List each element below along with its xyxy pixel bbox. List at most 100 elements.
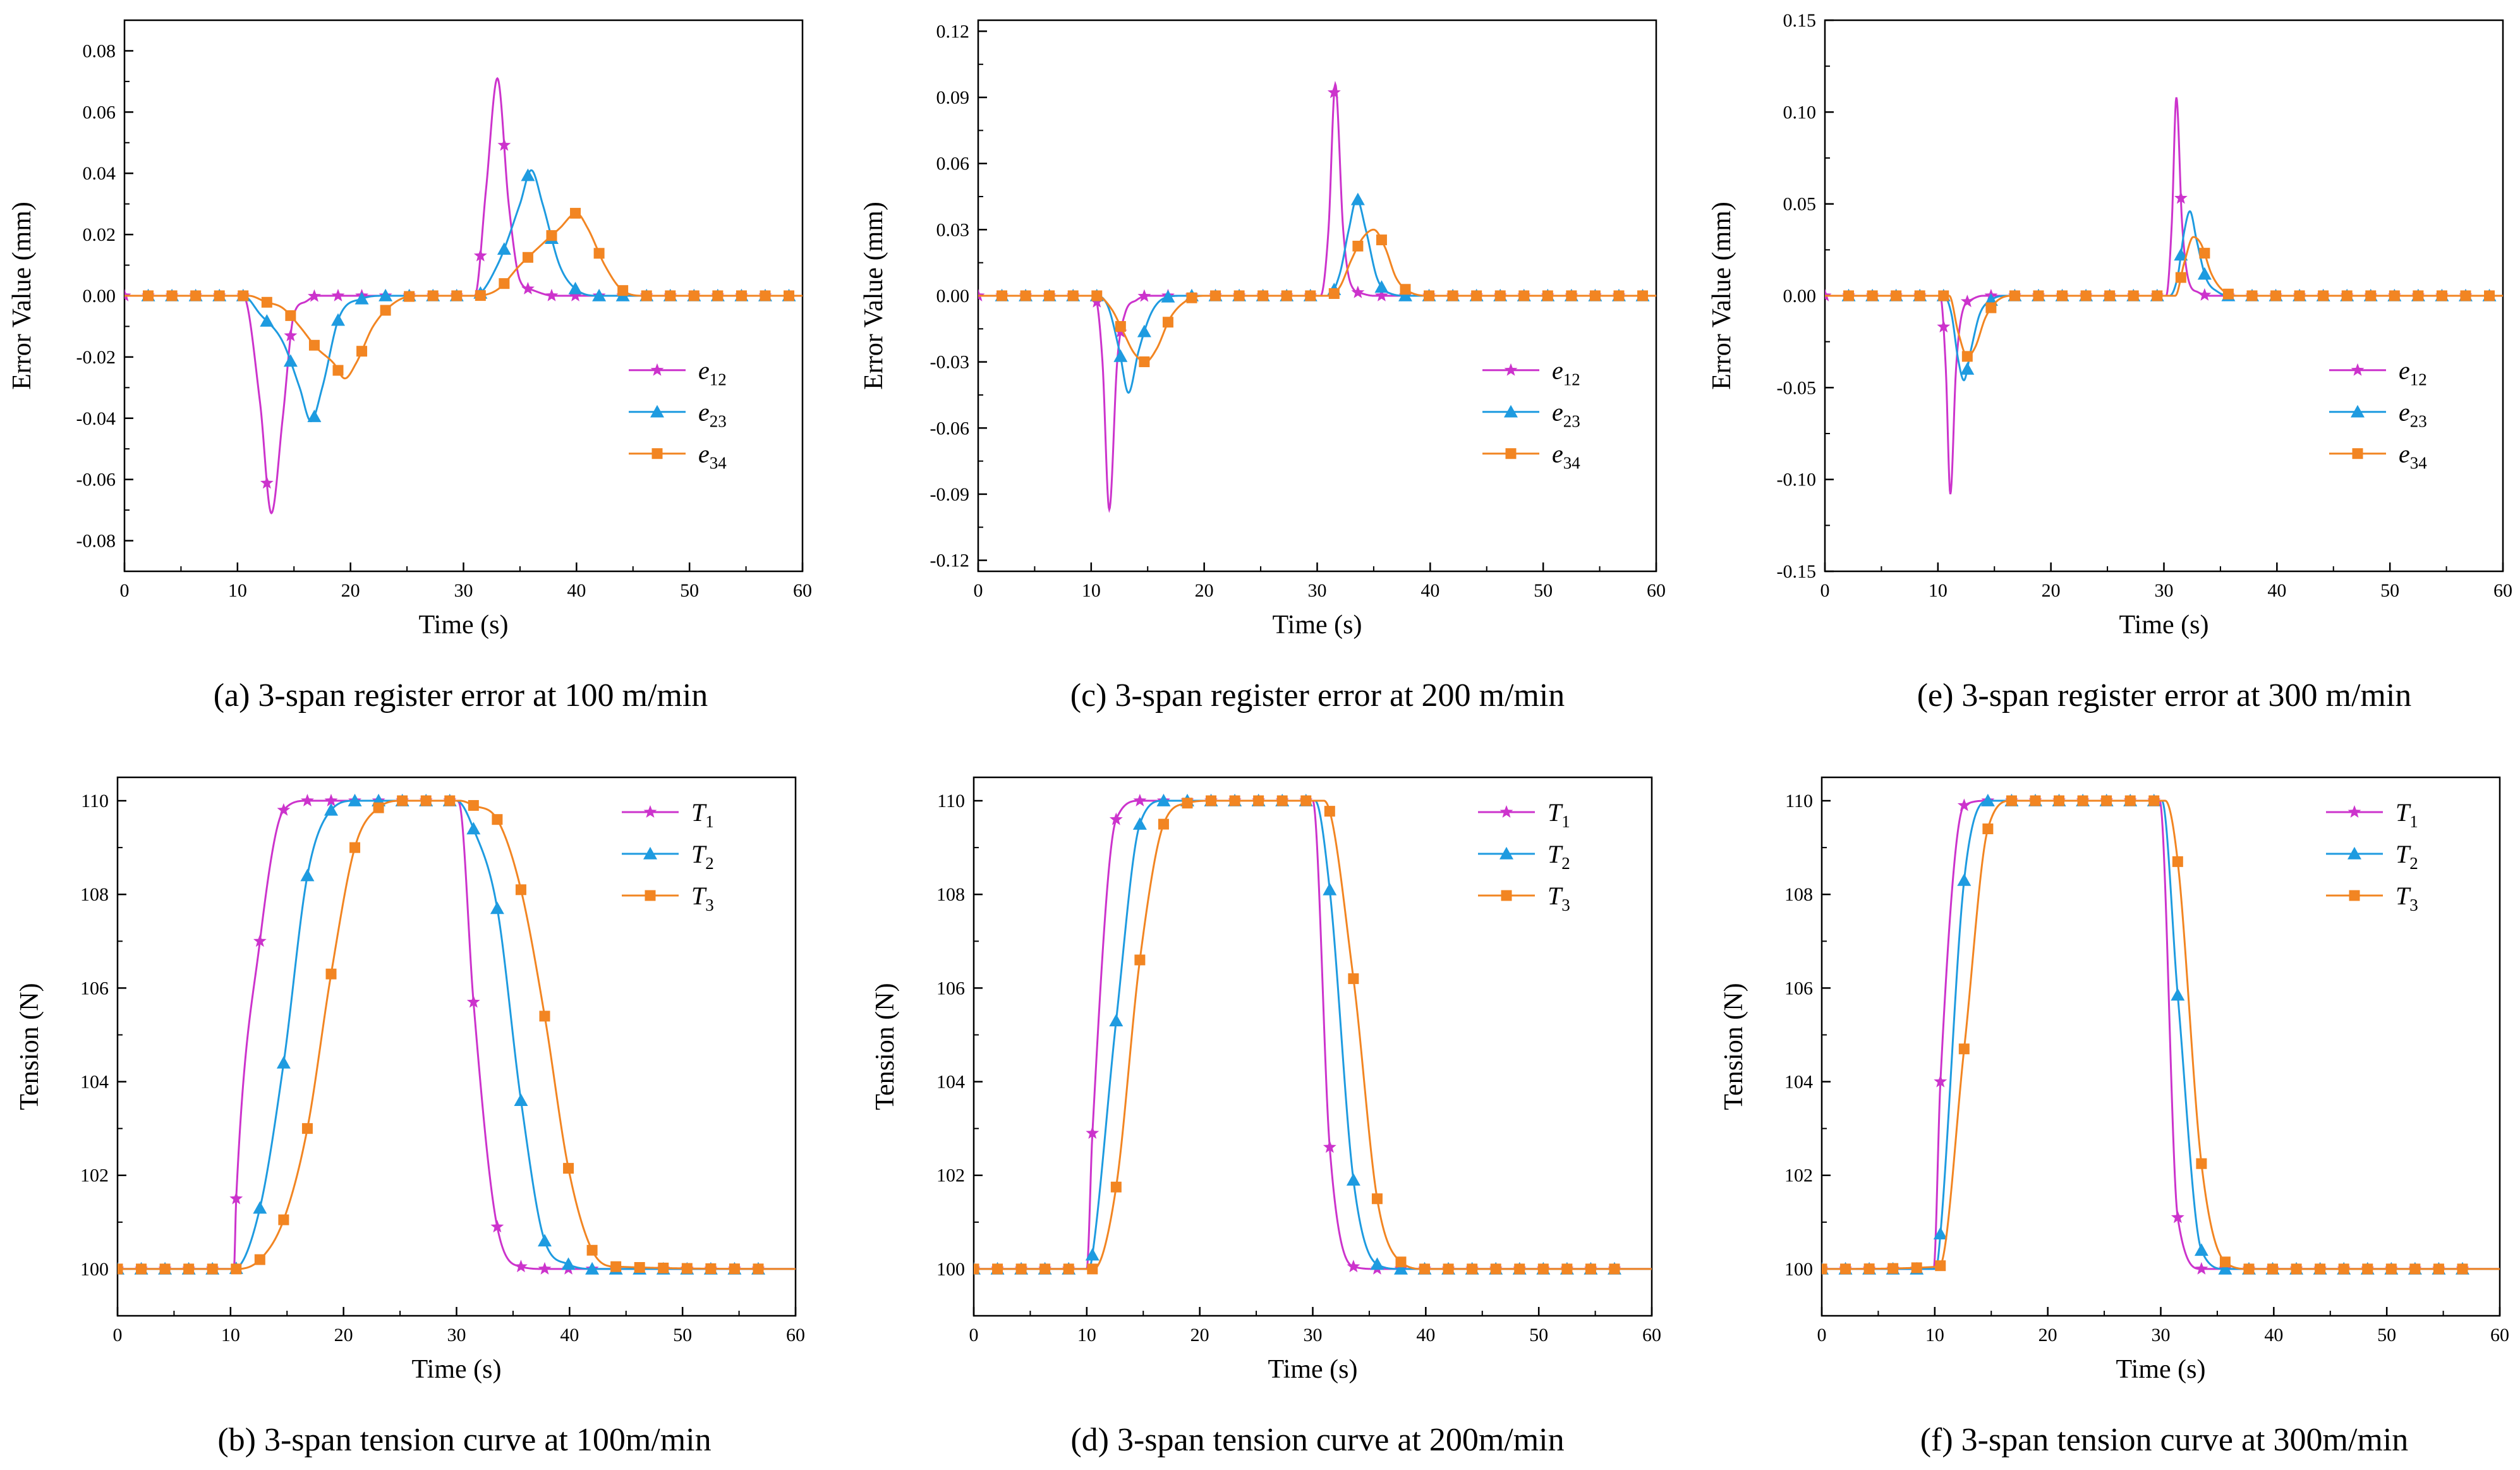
data-marker-e12 [331,289,345,301]
panel-caption: (d) 3-span tension curve at 200m/min [1070,1422,1564,1458]
y-tick-label: -0.04 [76,408,116,429]
data-marker-T3 [1863,1263,1875,1275]
data-marker-e34 [285,310,296,321]
y-tick-label: -0.06 [76,470,116,490]
y-tick-label: 104 [80,1072,109,1093]
data-marker-e23 [1113,349,1128,362]
x-tick-label: 40 [567,580,586,601]
data-marker-e34 [143,290,154,301]
data-marker-e34 [1020,290,1031,301]
y-tick-label: -0.06 [930,418,970,439]
data-marker-T3 [1134,954,1146,966]
data-marker-e23 [592,289,607,301]
data-marker-T3 [2172,856,2183,867]
data-marker-e34 [1613,290,1625,301]
x-tick-label: 0 [113,1325,123,1345]
data-marker-e34 [1257,290,1269,301]
y-tick-label: 106 [1784,978,1813,999]
data-marker-T3 [349,842,361,853]
data-marker-e12 [569,289,583,301]
data-marker-T3 [1348,973,1359,985]
y-tick-label: 0.05 [1783,194,1817,215]
data-marker-T2 [1393,1261,1408,1275]
data-marker-T3 [1395,1256,1407,1268]
data-marker-T3 [2362,1263,2373,1275]
data-marker-e34 [1542,290,1553,301]
panel-d: 0 10 20 30 40 50 60 100 102 104 106 108 110 Time (s) T… [871,776,1661,1458]
x-tick-label: 20 [1190,1325,1209,1345]
panel-f: 0 10 20 30 40 50 60 100 102 104 106 108 110 Time (s) T… [1719,776,2509,1458]
data-marker-T3 [539,1011,550,1022]
data-marker-T3 [1158,818,1169,830]
data-marker-e34 [996,290,1008,301]
data-marker-T3 [563,1163,574,1174]
panel-caption: (c) 3-span register error at 200 m/min [1070,677,1565,714]
data-marker-e34 [2246,290,2258,301]
data-marker-T3 [2054,795,2065,806]
data-marker-T1 [1109,812,1123,825]
legend-label-T2: T2 [1548,840,1570,873]
panel-caption: (a) 3-span register error at 100 m/min [214,677,708,714]
data-marker-T1 [1323,1140,1336,1153]
data-marker-T1 [300,794,314,806]
data-marker-e34 [593,248,605,259]
data-marker-e12 [497,138,511,151]
data-marker-T3 [231,1263,242,1275]
series-layer [1825,97,2503,495]
data-marker-e34 [190,290,202,301]
y-tick-label: 110 [1785,791,1813,811]
x-tick-label: 60 [786,1325,805,1345]
panel-c: 0 10 20 30 40 50 60 -0.12 -0.09 -0.06 -0.03 0.00 0.0… [859,19,1666,714]
data-marker-e34 [2389,290,2400,301]
data-marker-e23 [497,242,511,255]
data-marker-T1 [324,794,338,806]
data-marker-T3 [681,1263,693,1274]
y-tick-label: -0.08 [76,531,116,552]
x-tick-label: 10 [1929,580,1948,601]
y-tick-label: 108 [80,884,109,905]
data-marker-T3 [610,1261,622,1272]
data-marker-T3 [1253,795,1264,806]
y-tick-label: 0.08 [83,40,116,61]
data-marker-T2 [276,1055,291,1069]
series-line-e34 [1825,236,2503,358]
data-marker-e34 [784,290,795,301]
data-marker-T2 [2218,1261,2232,1275]
data-marker-e34 [1447,290,1458,301]
data-marker-e23 [379,289,393,301]
data-marker-e34 [2436,290,2447,301]
y-tick-label: 0.03 [936,219,970,240]
y-tick-label: 0.10 [1783,102,1817,123]
x-tick-label: 40 [1416,1325,1435,1345]
data-marker-e34 [1281,290,1292,301]
data-marker-e34 [736,290,747,301]
data-marker-T1 [1957,798,1971,811]
data-marker-T2 [561,1257,576,1270]
x-tick-label: 20 [334,1325,353,1345]
data-marker-T3 [2433,1263,2444,1275]
data-marker-T3 [1206,795,1217,806]
data-marker-T3 [1371,1193,1383,1205]
x-tick-label: 10 [221,1325,240,1345]
legend-label-T2: T2 [691,840,714,873]
data-marker-T2 [1085,1248,1099,1261]
data-marker-T2 [1957,873,1972,886]
data-marker-T3 [1300,795,1312,806]
data-marker-T1 [1133,794,1147,806]
data-marker-T3 [2291,1263,2302,1275]
data-marker-T3 [1443,1263,1454,1275]
data-marker-T2 [1109,1014,1124,1027]
x-tick-label: 30 [1308,580,1327,601]
x-tick-label: 30 [447,1325,466,1345]
series-line-T3 [118,799,796,1270]
data-marker-T1 [538,1261,552,1275]
data-marker-e34 [2104,290,2116,301]
data-marker-T3 [1840,1263,1851,1275]
data-marker-T3 [278,1214,289,1225]
data-marker-e34 [665,290,676,301]
legend-marker-e12 [2351,363,2365,376]
legend-label-e12: e12 [2399,356,2427,389]
y-tick-label: 102 [936,1165,965,1186]
legend-label-e34: e34 [2399,440,2427,473]
data-marker-e34 [1091,290,1103,301]
